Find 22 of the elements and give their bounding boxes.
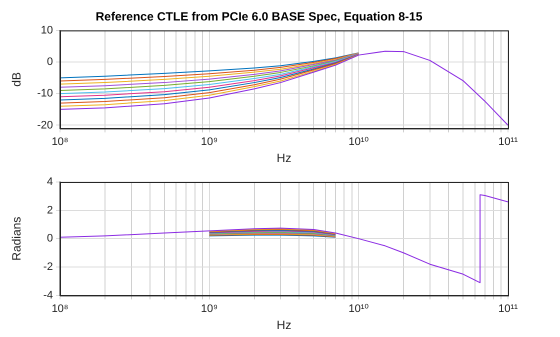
- x-axis-title: Hz: [276, 151, 292, 166]
- x-tick-label: 10⁹: [200, 136, 218, 148]
- x-tick-label: 10¹¹: [498, 136, 518, 148]
- y-tick-label: 2: [46, 204, 53, 216]
- y-tick-label: 4: [46, 176, 53, 188]
- x-tick-label: 10¹¹: [498, 303, 518, 316]
- x-axis-title: Hz: [276, 318, 292, 332]
- x-tick-label: 10⁹: [200, 303, 218, 316]
- y-tick-label: 10: [40, 24, 53, 36]
- y-tick-label: -2: [43, 261, 53, 274]
- y-tick-label: 0: [46, 56, 53, 68]
- x-tick-label: 10⁸: [52, 303, 68, 316]
- y-axis-title: dB: [10, 72, 24, 87]
- y-axis-title: Radians: [10, 216, 24, 261]
- y-tick-label: -10: [37, 88, 53, 100]
- x-tick-label: 10¹⁰: [348, 303, 370, 316]
- y-tick-label: -20: [37, 119, 53, 132]
- y-tick-label: -4: [43, 289, 53, 302]
- x-tick-label: 10¹⁰: [348, 136, 370, 148]
- x-tick-label: 10⁸: [52, 136, 68, 148]
- y-tick-label: 0: [46, 232, 53, 245]
- chart-title: Reference CTLE from PCIe 6.0 BASE Spec, Equation 8-15: [96, 10, 423, 24]
